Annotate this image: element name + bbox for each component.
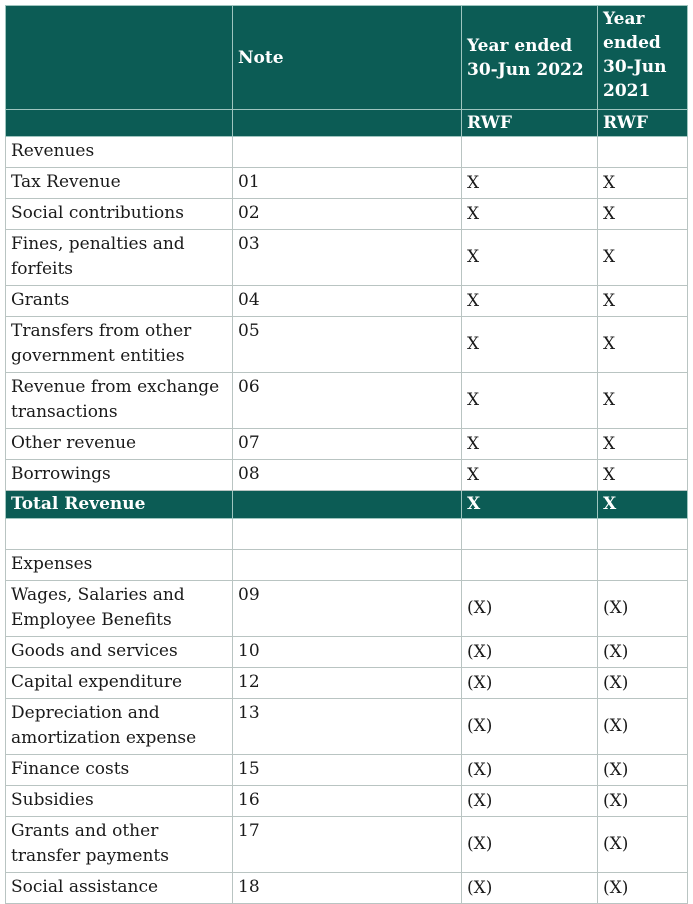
row-label: Fines, penalties and forfeits — [5, 229, 233, 286]
total-value-2022: X — [461, 490, 598, 519]
row-label: Goods and services — [5, 636, 233, 668]
table-row: Wages, Salaries and Employee Benefits 09… — [5, 580, 688, 637]
currency-2021: RWF — [597, 109, 688, 137]
header-year-2022: Year ended 30-Jun 2022 — [461, 5, 598, 110]
row-label: Finance costs — [5, 754, 233, 786]
header-row: Note Year ended 30-Jun 2022 Year ended 3… — [5, 5, 688, 110]
table-row: Other revenue 07 X X — [5, 428, 688, 460]
table-row: Social contributions 02 X X — [5, 198, 688, 230]
row-note: 12 — [232, 667, 462, 699]
row-label: Capital expenditure — [5, 667, 233, 699]
value-2022: X — [461, 372, 598, 429]
currency-row: RWF RWF — [5, 109, 688, 137]
total-value-2021: X — [597, 490, 688, 519]
value-2021: (X) — [597, 816, 688, 873]
currency-2022: RWF — [461, 109, 598, 137]
table-row: Tax Revenue 01 X X — [5, 167, 688, 199]
value-2022: (X) — [461, 698, 598, 755]
row-note: 08 — [232, 459, 462, 491]
value-2022: X — [461, 285, 598, 317]
table-row: Grants and other transfer payments 17 (X… — [5, 816, 688, 873]
row-note: 09 — [232, 580, 462, 637]
total-revenue-row: Total Revenue X X — [5, 490, 688, 519]
header-blank-cell — [5, 5, 233, 110]
table-row: Transfers from other government entities… — [5, 316, 688, 373]
value-2021: X — [597, 428, 688, 460]
value-2021: (X) — [597, 667, 688, 699]
value-2021: X — [597, 316, 688, 373]
row-label: Subsidies — [5, 785, 233, 817]
value-2021: X — [597, 229, 688, 286]
currency-blank-cell — [232, 109, 462, 137]
row-label: Grants — [5, 285, 233, 317]
row-label: Revenue from exchange transactions — [5, 372, 233, 429]
value-2022: (X) — [461, 580, 598, 637]
header-year-2021: Year ended 30-Jun 2021 — [597, 5, 688, 110]
table-row: Depreciation and amortization expense 13… — [5, 698, 688, 755]
section-row-expenses: Expenses — [5, 549, 688, 581]
value-2021: X — [597, 372, 688, 429]
row-label: Depreciation and amortization expense — [5, 698, 233, 755]
value-2021: X — [597, 285, 688, 317]
row-note: 05 — [232, 316, 462, 373]
row-note: 10 — [232, 636, 462, 668]
value-2022: X — [461, 428, 598, 460]
value-2021: (X) — [597, 636, 688, 668]
value-2022: (X) — [461, 636, 598, 668]
row-note: 07 — [232, 428, 462, 460]
row-label: Grants and other transfer payments — [5, 816, 233, 873]
value-2021: (X) — [597, 785, 688, 817]
row-note: 13 — [232, 698, 462, 755]
row-note: 15 — [232, 754, 462, 786]
row-label: Tax Revenue — [5, 167, 233, 199]
row-note: 17 — [232, 816, 462, 873]
row-note: 16 — [232, 785, 462, 817]
value-2022: X — [461, 459, 598, 491]
row-label: Transfers from other government entities — [5, 316, 233, 373]
row-label: Social contributions — [5, 198, 233, 230]
value-2021: X — [597, 167, 688, 199]
table-row: Grants 04 X X — [5, 285, 688, 317]
value-2022: (X) — [461, 754, 598, 786]
section-row-revenues: Revenues — [5, 136, 688, 168]
value-2022: X — [461, 198, 598, 230]
value-2021: (X) — [597, 698, 688, 755]
row-label: Borrowings — [5, 459, 233, 491]
value-2021: X — [597, 198, 688, 230]
row-note: 03 — [232, 229, 462, 286]
table-row: Revenue from exchange transactions 06 X … — [5, 372, 688, 429]
header-note: Note — [232, 5, 462, 110]
value-2022: X — [461, 229, 598, 286]
row-note: 04 — [232, 285, 462, 317]
row-note: 06 — [232, 372, 462, 429]
value-2021: (X) — [597, 754, 688, 786]
spacer-row — [5, 518, 688, 550]
table-row: Finance costs 15 (X) (X) — [5, 754, 688, 786]
value-2022: (X) — [461, 816, 598, 873]
row-label: Wages, Salaries and Employee Benefits — [5, 580, 233, 637]
row-label: Other revenue — [5, 428, 233, 460]
value-2022: (X) — [461, 785, 598, 817]
row-note: 01 — [232, 167, 462, 199]
table-row: Fines, penalties and forfeits 03 X X — [5, 229, 688, 286]
value-2021: X — [597, 459, 688, 491]
value-2022: X — [461, 167, 598, 199]
value-2022: (X) — [461, 667, 598, 699]
table-row: Subsidies 16 (X) (X) — [5, 785, 688, 817]
section-label: Expenses — [5, 549, 233, 581]
value-2021: (X) — [597, 580, 688, 637]
total-label: Total Revenue — [5, 490, 233, 519]
section-label: Revenues — [5, 136, 233, 168]
table-row: Capital expenditure 12 (X) (X) — [5, 667, 688, 699]
financial-performance-table: Note Year ended 30-Jun 2022 Year ended 3… — [5, 5, 688, 904]
table-row: Borrowings 08 X X — [5, 459, 688, 491]
row-note: 02 — [232, 198, 462, 230]
currency-blank-cell — [5, 109, 233, 137]
table-row: Goods and services 10 (X) (X) — [5, 636, 688, 668]
value-2022: X — [461, 316, 598, 373]
